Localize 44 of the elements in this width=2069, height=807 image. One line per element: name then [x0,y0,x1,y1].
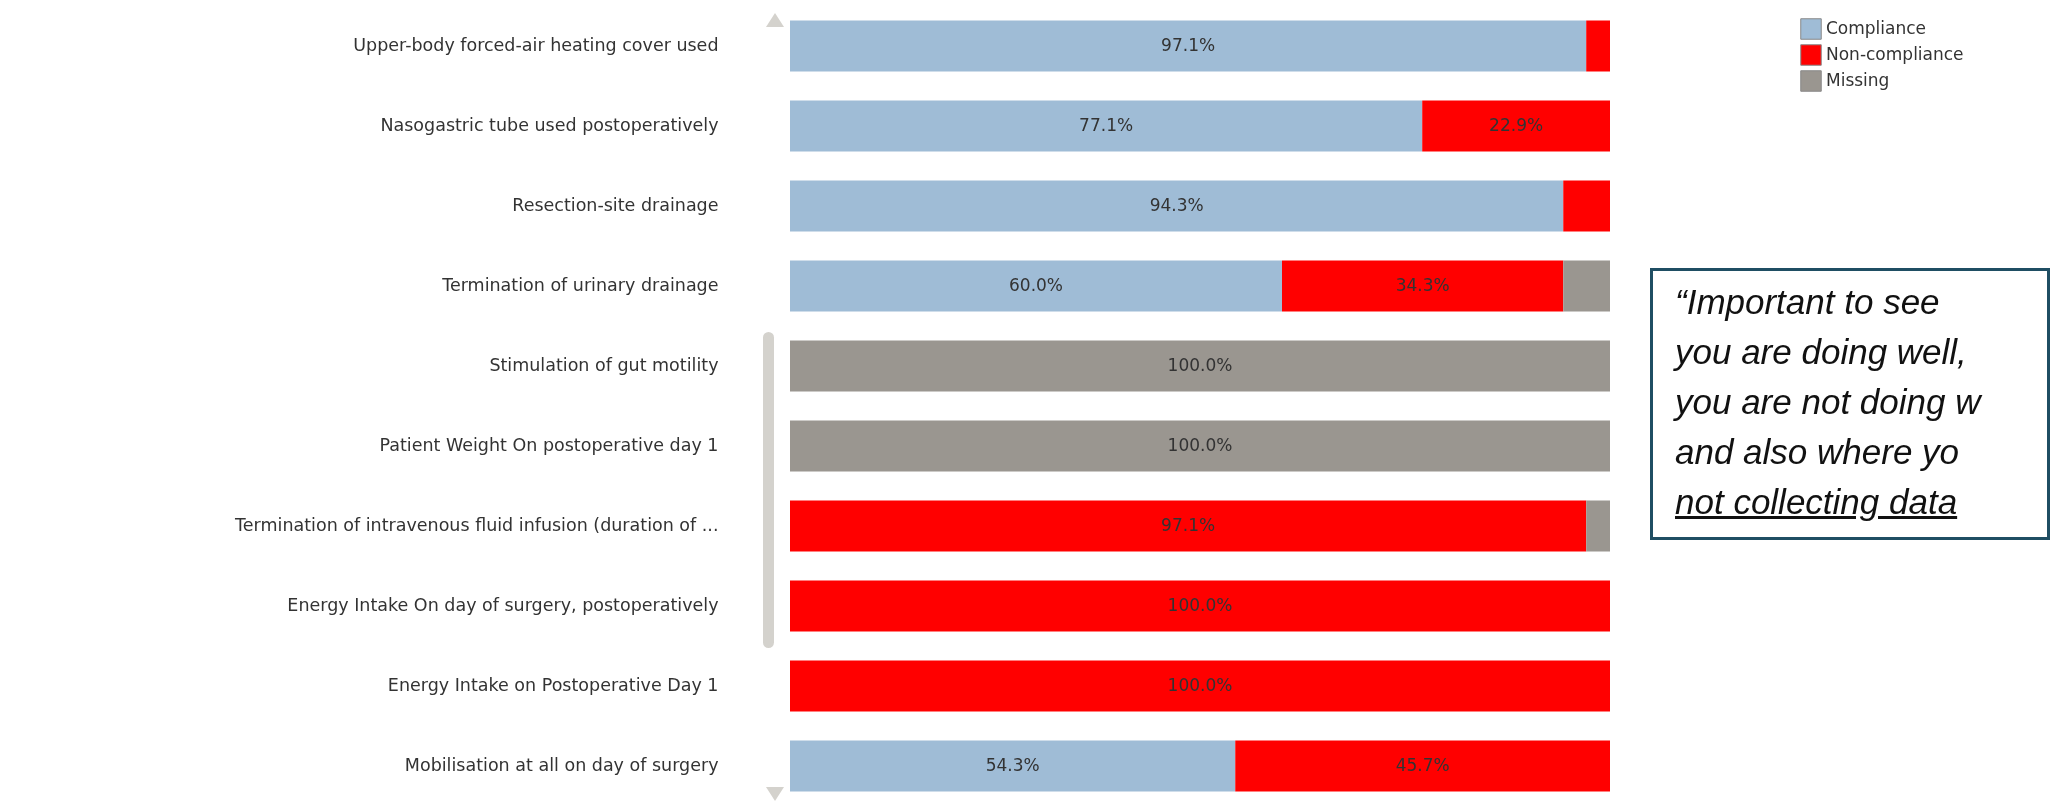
legend-label: Missing [1826,70,1890,90]
bar [790,740,1236,792]
y-tick-label: Termination of urinary drainage [441,275,719,295]
bar [1586,500,1610,552]
y-tick-label: Upper-body forced-air heating cover used [353,35,719,55]
data-label: 34.3% [1395,275,1450,295]
bar [790,100,1423,152]
y-tick-label: Energy Intake On day of surgery, postoperatively [287,595,719,615]
data-label: 54.3% [985,755,1040,775]
bar [1563,180,1610,232]
bar [790,580,1610,632]
data-label: 22.9% [1489,115,1544,135]
bar [790,660,1610,712]
bar [1422,100,1610,152]
bar [790,500,1587,552]
y-tick-label: Termination of intravenous fluid infusion (duration of ... [234,515,719,535]
data-label: 100.0% [1167,595,1233,615]
y-tick-label: Patient Weight On postoperative day 1 [379,435,719,455]
bar [1586,20,1610,72]
data-label: 77.1% [1079,115,1134,135]
data-label: 100.0% [1167,435,1233,455]
y-tick-label: Nasogastric tube used postoperatively [380,115,719,135]
bar [790,20,1587,72]
data-label: 100.0% [1167,675,1233,695]
data-label: 97.1% [1161,35,1216,55]
bar [1235,740,1610,792]
y-tick-label: Mobilisation at all on day of surgery [404,755,719,775]
data-label: 45.7% [1395,755,1450,775]
y-tick-label: Stimulation of gut motility [489,355,719,375]
legend-label: Compliance [1826,18,1927,38]
bar [790,340,1610,392]
text: “Important to see you are doing well, you are not doing w and also where yo not collecting data [1675,281,1984,523]
y-tick-label: Resection-site drainage [512,195,719,215]
bar [790,420,1610,472]
legend-label: Non-compliance [1826,44,1964,64]
data-label: 94.3% [1149,195,1204,215]
data-label: 60.0% [1008,275,1064,295]
bar [790,180,1564,232]
data-label: 100.0% [1167,355,1233,375]
y-tick-label: Energy Intake on Postoperative Day 1 [387,675,719,695]
bar [1563,260,1610,312]
data-label: 97.1% [1161,515,1216,535]
bar [790,260,1282,312]
bar [1282,260,1564,312]
